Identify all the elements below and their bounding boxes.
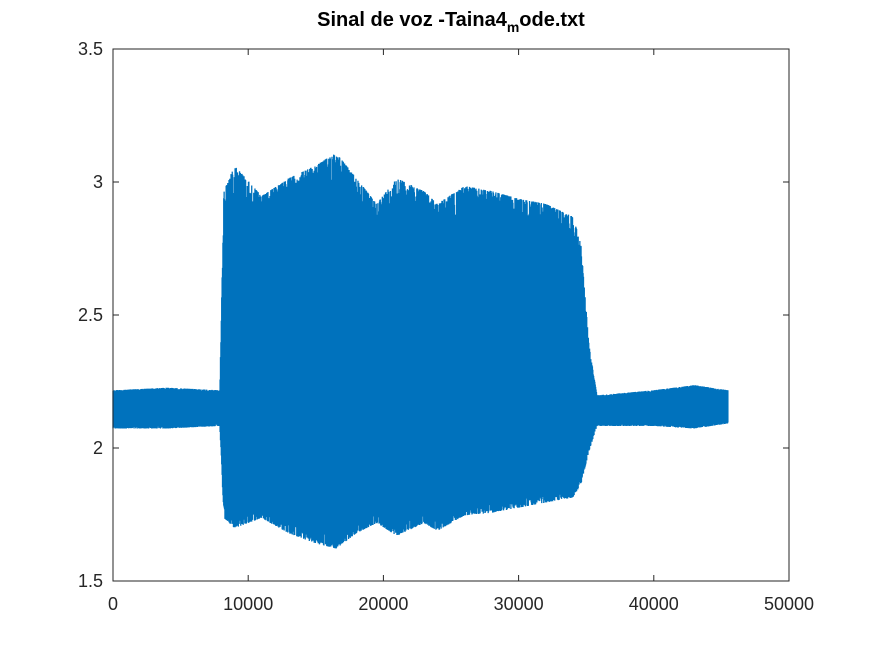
x-tick-label: 10000 bbox=[223, 594, 273, 614]
chart-title-suffix: ode.txt bbox=[519, 9, 585, 31]
y-tick-label: 2.5 bbox=[78, 305, 103, 325]
x-tick-label: 40000 bbox=[629, 594, 679, 614]
chart-title: Sinal de voz -Taina4mode.txt bbox=[317, 9, 585, 35]
x-axis: 0 10000 20000 30000 40000 50000 bbox=[108, 49, 814, 614]
chart-title-main: Sinal de voz -Taina4 bbox=[317, 9, 508, 31]
y-tick-label: 1.5 bbox=[78, 571, 103, 591]
y-axis: 1.5 2 2.5 3 3.5 bbox=[78, 39, 789, 591]
y-tick-label: 3 bbox=[93, 172, 103, 192]
y-tick-label: 3.5 bbox=[78, 39, 103, 59]
chart-title-subscript: m bbox=[507, 19, 519, 35]
x-tick-label: 30000 bbox=[494, 594, 544, 614]
x-tick-label: 50000 bbox=[764, 594, 814, 614]
x-tick-label: 0 bbox=[108, 594, 118, 614]
y-tick-label: 2 bbox=[93, 438, 103, 458]
plot-area: 0 10000 20000 30000 40000 50000 1.5 2 2.5 3 3.5 bbox=[78, 39, 814, 614]
x-tick-label: 20000 bbox=[358, 594, 408, 614]
